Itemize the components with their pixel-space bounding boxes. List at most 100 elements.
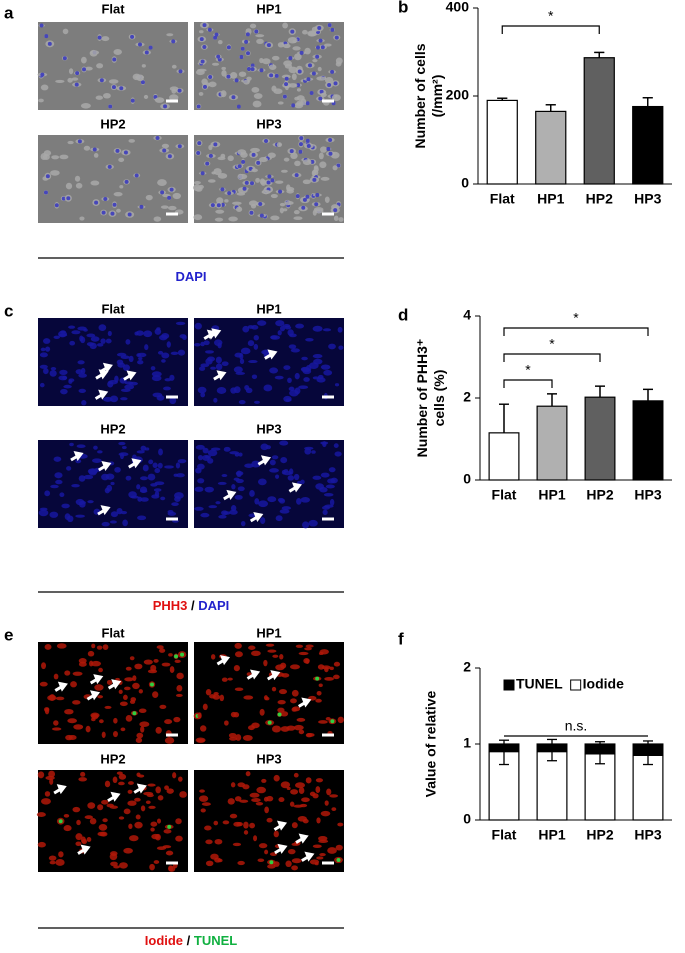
cell: [87, 468, 98, 475]
cell: [97, 695, 104, 699]
cell: [67, 77, 73, 83]
cell: [159, 704, 167, 710]
nucleus: [40, 72, 45, 77]
nucleus: [305, 194, 310, 199]
arrow: [301, 851, 315, 862]
nucleus: [311, 71, 316, 76]
cell: [75, 833, 83, 841]
legend-label: Iodide: [583, 676, 624, 692]
cell: [249, 792, 260, 798]
stain-part: DAPI: [175, 269, 206, 284]
cell: [234, 352, 243, 358]
cell: [149, 863, 155, 871]
cell: [288, 344, 297, 349]
cell: [279, 440, 289, 446]
cell: [270, 193, 278, 199]
cell: [333, 215, 339, 222]
panel-letter: d: [398, 305, 408, 324]
cell: [193, 181, 201, 185]
nucleus: [251, 152, 256, 157]
cell: [152, 392, 163, 398]
cell: [98, 324, 107, 332]
cell: [254, 498, 260, 505]
cell: [101, 521, 110, 527]
cell: [37, 771, 45, 779]
image-label: HP1: [256, 301, 281, 316]
cell: [217, 342, 222, 349]
cell: [224, 720, 229, 726]
cell: [298, 651, 309, 656]
cell: [39, 364, 48, 369]
cell: [338, 345, 344, 350]
nucleus: [74, 82, 79, 87]
cell: [99, 719, 104, 724]
cell: [335, 61, 342, 67]
cell: [59, 369, 68, 375]
cell: [256, 38, 264, 45]
cell: [301, 367, 311, 373]
cell: [138, 689, 143, 694]
cell: [193, 214, 203, 221]
cell: [312, 475, 322, 480]
significance-label: *: [549, 336, 555, 352]
cell: [278, 498, 286, 504]
image-label: HP1: [256, 1, 281, 16]
cell: [195, 467, 202, 474]
cell: [48, 770, 56, 778]
nucleus: [54, 203, 59, 208]
cell: [251, 798, 261, 803]
cell: [125, 714, 133, 722]
cell: [44, 791, 51, 797]
cell: [331, 807, 337, 811]
cell: [291, 707, 298, 712]
cell: [319, 852, 326, 857]
cell: [219, 694, 225, 702]
cell: [170, 351, 179, 356]
nucleus: [330, 27, 335, 32]
cell: [129, 656, 135, 661]
cell: [268, 64, 277, 70]
nucleus: [205, 161, 210, 166]
cell: [197, 68, 207, 72]
cell: [103, 92, 111, 99]
cell: [117, 362, 126, 368]
tunel-spot: [167, 824, 172, 829]
nucleus: [177, 88, 182, 93]
cell: [199, 725, 207, 732]
nucleus: [315, 193, 320, 198]
nucleus: [274, 73, 279, 78]
arrow: [274, 843, 288, 855]
cell: [324, 196, 330, 203]
cell: [279, 654, 284, 660]
cell: [281, 169, 288, 173]
cell: [296, 498, 302, 505]
cell: [108, 79, 119, 84]
nucleus: [244, 180, 249, 185]
cell: [320, 176, 330, 181]
cell: [312, 844, 322, 849]
cell: [291, 689, 299, 697]
y-tick-label: 0: [463, 471, 471, 487]
cell: [258, 843, 268, 849]
cell: [173, 716, 181, 723]
micrograph: [38, 22, 188, 110]
cell: [44, 490, 51, 497]
nucleus: [207, 27, 212, 32]
nucleus: [61, 196, 66, 201]
cell: [176, 684, 183, 692]
cell: [337, 822, 344, 827]
cell: [165, 850, 174, 856]
cell: [289, 333, 297, 338]
cell: [166, 788, 174, 794]
cell: [61, 503, 70, 509]
cell: [249, 822, 256, 829]
stain-part: Iodide: [145, 933, 183, 948]
cell: [214, 838, 223, 845]
arrow: [70, 450, 84, 462]
cell: [169, 94, 179, 101]
cell: [301, 521, 310, 529]
cell: [324, 677, 334, 681]
arrow: [295, 833, 309, 844]
image-label: HP2: [100, 116, 125, 131]
cell: [287, 36, 298, 44]
